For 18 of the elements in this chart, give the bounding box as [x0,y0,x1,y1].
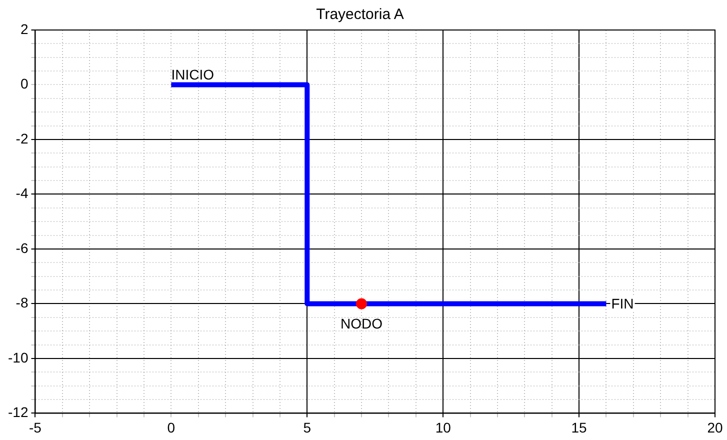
x-tick-label: 15 [571,419,588,436]
x-tick-label: -5 [29,419,42,436]
annotation: FIN [611,296,634,312]
y-tick-label: -12 [8,404,28,420]
y-tick-label: -10 [8,349,28,366]
annotation: INICIO [171,66,214,83]
chart-title: Trayectoria A [316,6,404,24]
y-tick-label: -2 [16,130,28,146]
x-tick-label: 20 [707,419,723,436]
x-tick-label: 10 [435,419,452,436]
annotation: NODO [340,316,383,332]
y-tick-label: 2 [20,20,28,37]
y-tick-label: -4 [16,185,28,202]
y-tick-label: -8 [16,294,28,311]
x-tick-label: 5 [303,419,312,436]
x-tick-label: 0 [167,419,176,436]
y-tick-label: 0 [20,76,28,92]
y-tick-label: -6 [16,240,28,256]
